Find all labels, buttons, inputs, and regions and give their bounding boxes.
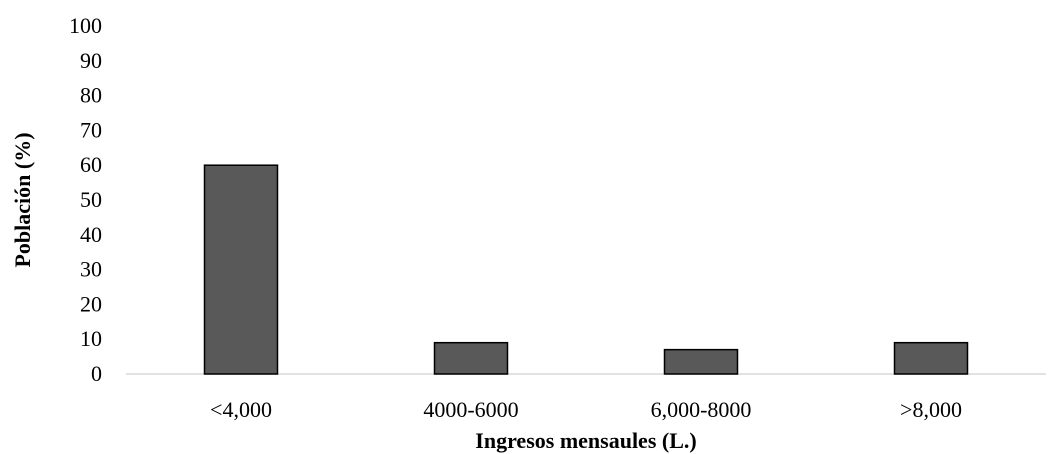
x-tick-label: <4,000 xyxy=(210,397,272,422)
x-tick-label: 4000-6000 xyxy=(423,397,518,422)
bar xyxy=(433,341,509,375)
y-tick-label: 100 xyxy=(69,13,102,38)
y-tick-label: 20 xyxy=(80,291,102,316)
y-axis-title: Población (%) xyxy=(10,132,35,267)
bars xyxy=(203,164,969,375)
x-tick-label: >8,000 xyxy=(900,397,962,422)
y-tick-label: 30 xyxy=(80,257,102,282)
y-tick-label: 60 xyxy=(80,152,102,177)
y-tick-label: 70 xyxy=(80,117,102,142)
y-tick-label: 10 xyxy=(80,326,102,351)
x-tick-label: 6,000-8000 xyxy=(651,397,752,422)
y-tick-label: 90 xyxy=(80,48,102,73)
bar xyxy=(203,164,279,375)
y-tick-label: 80 xyxy=(80,83,102,108)
y-axis-ticks: 0 10 20 30 40 50 60 70 80 90 100 xyxy=(69,13,102,386)
bar xyxy=(893,341,969,375)
x-axis-title: Ingresos mensaules (L.) xyxy=(475,428,696,453)
bar xyxy=(663,348,739,375)
y-tick-label: 50 xyxy=(80,187,102,212)
x-axis-ticks: <4,000 4000-6000 6,000-8000 >8,000 xyxy=(210,397,962,422)
y-tick-label: 0 xyxy=(91,361,102,386)
y-tick-label: 40 xyxy=(80,222,102,247)
